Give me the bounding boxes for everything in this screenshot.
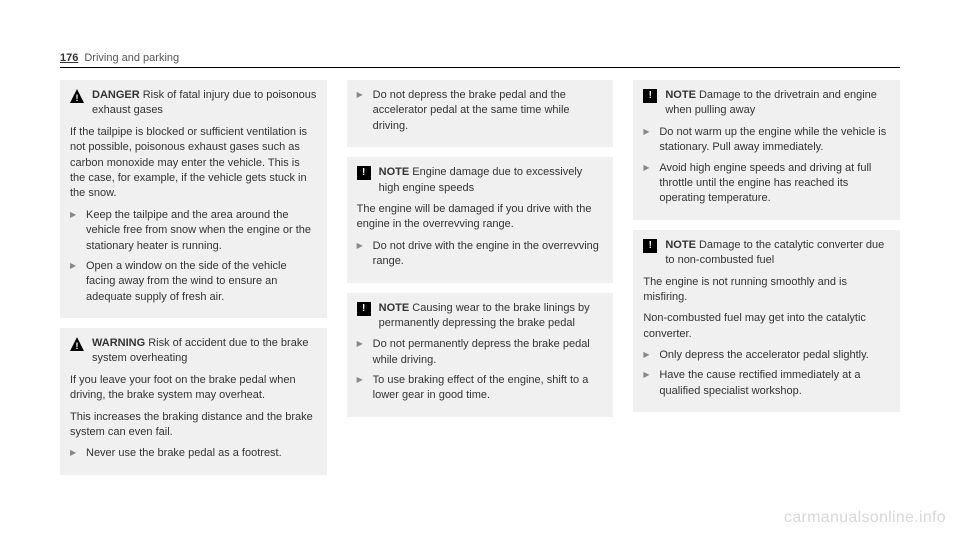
list-item: Do not permanently depress the brake ped… (357, 337, 604, 368)
note-square-icon (643, 239, 657, 253)
note-square-icon (357, 302, 371, 316)
list-item: Open a window on the side of the vehicle… (70, 259, 317, 305)
note-engine-box: NOTE Engine damage due to excessively hi… (347, 157, 614, 282)
note-engine-body: The engine will be damaged if you drive … (357, 202, 604, 233)
note-catalytic-body1: The engine is not running smoothly and i… (643, 275, 890, 306)
note-catalytic-box: NOTE Damage to the catalytic converter d… (633, 230, 900, 413)
note-square-icon (357, 166, 371, 180)
warning-triangle-icon (70, 89, 84, 103)
note-brake-box: NOTE Causing wear to the brake linings b… (347, 293, 614, 417)
note-square-icon (643, 89, 657, 103)
list-item: Only depress the accelerator pedal sligh… (643, 348, 890, 363)
list-item: Keep the tailpipe and the area around th… (70, 208, 317, 254)
danger-box: DANGER Risk of fatal injury due to poiso… (60, 80, 327, 318)
note-catalytic-heading: NOTE Damage to the catalytic converter d… (643, 238, 890, 269)
danger-heading: DANGER Risk of fatal injury due to poiso… (70, 88, 317, 119)
note-drivetrain-heading: NOTE Damage to the drivetrain and engine… (643, 88, 890, 119)
note-catalytic-title-text: NOTE Damage to the catalytic converter d… (665, 238, 890, 269)
note-catalytic-label: NOTE (665, 239, 696, 251)
danger-title-text: DANGER Risk of fatal injury due to poiso… (92, 88, 317, 119)
danger-list: Keep the tailpipe and the area around th… (70, 208, 317, 305)
list-item: Do not warm up the engine while the vehi… (643, 125, 890, 156)
warning-heading: WARNING Risk of accident due to the brak… (70, 336, 317, 367)
warning-label: WARNING (92, 337, 145, 349)
note-brake-heading: NOTE Causing wear to the brake linings b… (357, 301, 604, 332)
list-item: Have the cause rectified immediately at … (643, 368, 890, 399)
note-brake-label: NOTE (379, 302, 410, 314)
list-item: Avoid high engine speeds and driving at … (643, 161, 890, 207)
note-drivetrain-title-text: NOTE Damage to the drivetrain and engine… (665, 88, 890, 119)
warning-box: WARNING Risk of accident due to the brak… (60, 328, 327, 475)
col2-top-box: Do not depress the brake pedal and the a… (347, 80, 614, 147)
note-drivetrain-title: Damage to the drivetrain and engine when… (665, 89, 877, 116)
note-catalytic-title: Damage to the catalytic converter due to… (665, 239, 884, 266)
page-header: 176 Driving and parking (60, 52, 900, 68)
note-engine-label: NOTE (379, 166, 410, 178)
warning-title-text: WARNING Risk of accident due to the brak… (92, 336, 317, 367)
note-catalytic-list: Only depress the accelerator pedal sligh… (643, 348, 890, 399)
watermark: carmanualsonline.info (784, 509, 946, 527)
note-brake-title: Causing wear to the brake linings by per… (379, 302, 590, 329)
list-item: Do not drive with the engine in the over… (357, 239, 604, 270)
column-3: NOTE Damage to the drivetrain and engine… (633, 80, 900, 475)
note-drivetrain-list: Do not warm up the engine while the vehi… (643, 125, 890, 207)
page-number: 176 (60, 52, 78, 64)
note-catalytic-body2: Non-combusted fuel may get into the cata… (643, 311, 890, 342)
content-columns: DANGER Risk of fatal injury due to poiso… (60, 80, 900, 475)
note-brake-title-text: NOTE Causing wear to the brake linings b… (379, 301, 604, 332)
note-drivetrain-box: NOTE Damage to the drivetrain and engine… (633, 80, 900, 220)
list-item: To use braking effect of the engine, shi… (357, 373, 604, 404)
note-engine-heading: NOTE Engine damage due to excessively hi… (357, 165, 604, 196)
column-2: Do not depress the brake pedal and the a… (347, 80, 614, 475)
column-1: DANGER Risk of fatal injury due to poiso… (60, 80, 327, 475)
danger-body: If the tailpipe is blocked or sufficient… (70, 125, 317, 202)
section-name: Driving and parking (84, 52, 179, 64)
note-engine-title: Engine damage due to excessively high en… (379, 166, 583, 193)
warning-list: Never use the brake pedal as a footrest. (70, 446, 317, 461)
note-brake-list: Do not permanently depress the brake ped… (357, 337, 604, 404)
note-engine-list: Do not drive with the engine in the over… (357, 239, 604, 270)
col2-top-list: Do not depress the brake pedal and the a… (357, 88, 604, 134)
warning-body1: If you leave your foot on the brake peda… (70, 373, 317, 404)
note-drivetrain-label: NOTE (665, 89, 696, 101)
danger-label: DANGER (92, 89, 140, 101)
list-item: Never use the brake pedal as a footrest. (70, 446, 317, 461)
warning-triangle-icon (70, 337, 84, 351)
list-item: Do not depress the brake pedal and the a… (357, 88, 604, 134)
note-engine-title-text: NOTE Engine damage due to excessively hi… (379, 165, 604, 196)
warning-body2: This increases the braking distance and … (70, 410, 317, 441)
